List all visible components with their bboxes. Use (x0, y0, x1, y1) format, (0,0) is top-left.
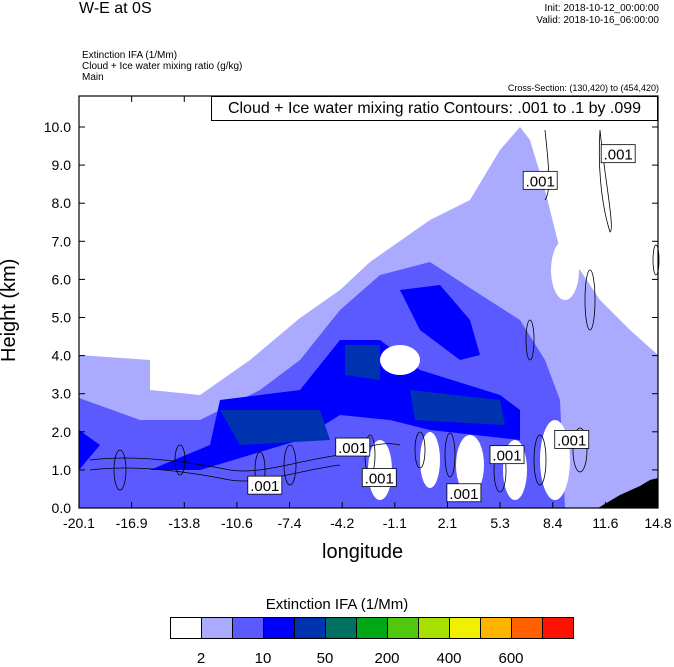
colorbar-swatch (388, 618, 419, 638)
colorbar-swatch (171, 618, 202, 638)
y-tick-label: 8.0 (52, 195, 72, 211)
colorbar-swatch (419, 618, 450, 638)
contour-label: .001 (526, 173, 555, 190)
x-tick-label: -16.9 (116, 515, 148, 531)
y-tick-label: 6.0 (52, 271, 72, 287)
colorbar-label: 50 (316, 650, 334, 667)
y-axis-label: Height (km) (0, 258, 20, 362)
y-tick-label: 10.0 (44, 119, 71, 135)
x-tick-label: 5.3 (490, 515, 510, 531)
contour-legend-box: Cloud + Ice water mixing ratio Contours:… (211, 96, 658, 121)
colorbar-title: Extinction IFA (1/Mm) (265, 596, 409, 613)
valid-time: Valid: 2018-10-16_06:00:00 (536, 15, 659, 26)
contour-label-box (600, 144, 636, 164)
contour-label: .001 (250, 478, 279, 495)
contour-label-box (361, 468, 397, 487)
colorbar-swatch (264, 618, 295, 638)
fill-level-200c (345, 345, 380, 380)
colorbar-swatch (357, 618, 388, 638)
colorbar-label: 200 (374, 650, 400, 667)
terrain (598, 478, 658, 508)
contour-label: .001 (365, 471, 394, 488)
contour-label: .001 (557, 432, 586, 449)
white-gap (456, 435, 484, 495)
contour-label-box (522, 170, 558, 190)
contour-label: .001 (338, 440, 367, 457)
colorbar-label: 600 (498, 650, 524, 667)
extinction-fills (79, 127, 658, 508)
x-tick-label: 8.4 (543, 515, 563, 531)
x-axis-label: longitude (322, 541, 404, 563)
white-gap (420, 432, 440, 488)
colorbar-label: 10 (254, 650, 272, 667)
y-tick-label: 0.0 (52, 500, 72, 516)
x-tick-label: -10.6 (221, 515, 253, 531)
x-tick-label: -20.1 (63, 515, 95, 531)
colorbar-swatch (450, 618, 481, 638)
contour-label-box (247, 475, 283, 495)
colorbar-swatch (326, 618, 357, 638)
colorbar-label: 400 (436, 650, 462, 667)
x-tick-label: 11.6 (592, 515, 618, 531)
field-2: Cloud + Ice water mixing ratio (g/kg) (82, 61, 243, 72)
white-gap (551, 240, 579, 300)
x-tick-label: 14.8 (644, 515, 671, 531)
y-tick-label: 3.0 (52, 386, 72, 402)
fill-level-50b (400, 285, 480, 360)
colorbar-swatch (295, 618, 326, 638)
colorbar-swatch (202, 618, 233, 638)
y-tick-label: 2.0 (52, 424, 72, 440)
contour-label: .001 (604, 147, 633, 164)
x-tick-label: 2.1 (438, 515, 458, 531)
contour-label-box (489, 445, 525, 465)
white-gap (380, 345, 420, 375)
cross-section-label: Cross-Section: (130,420) to (454,420) (507, 83, 659, 93)
colorbar-swatch (481, 618, 512, 638)
fill-level-200 (220, 410, 330, 445)
x-tick-label: -13.8 (168, 515, 200, 531)
colorbar (170, 617, 574, 639)
contour-label: .001 (492, 448, 521, 465)
contour-label: .001 (449, 486, 478, 503)
contour-label-box (335, 437, 371, 457)
field-1: Extinction IFA (1/Mm) (82, 50, 178, 61)
contour-label-box (554, 430, 590, 449)
init-time: Init: 2018-10-12_00:00:00 (544, 3, 659, 14)
contour-label-box (446, 483, 482, 503)
y-tick-label: 9.0 (52, 157, 72, 173)
colorbar-swatch (233, 618, 264, 638)
colorbar-label: 2 (196, 650, 206, 667)
colorbar-swatch (512, 618, 543, 638)
colorbar-swatch (543, 618, 573, 638)
y-tick-label: 7.0 (52, 233, 72, 249)
y-tick-label: 4.0 (52, 348, 72, 364)
x-tick-label: -4.2 (330, 515, 354, 531)
plot-title: W-E at 0S (79, 0, 152, 17)
x-tick-label: -1.1 (383, 515, 407, 531)
x-tick-label: -7.4 (277, 515, 301, 531)
y-tick-label: 5.0 (52, 310, 72, 326)
y-tick-label: 1.0 (52, 462, 72, 478)
field-3: Main (82, 72, 104, 83)
fill-level-200b (410, 390, 505, 425)
